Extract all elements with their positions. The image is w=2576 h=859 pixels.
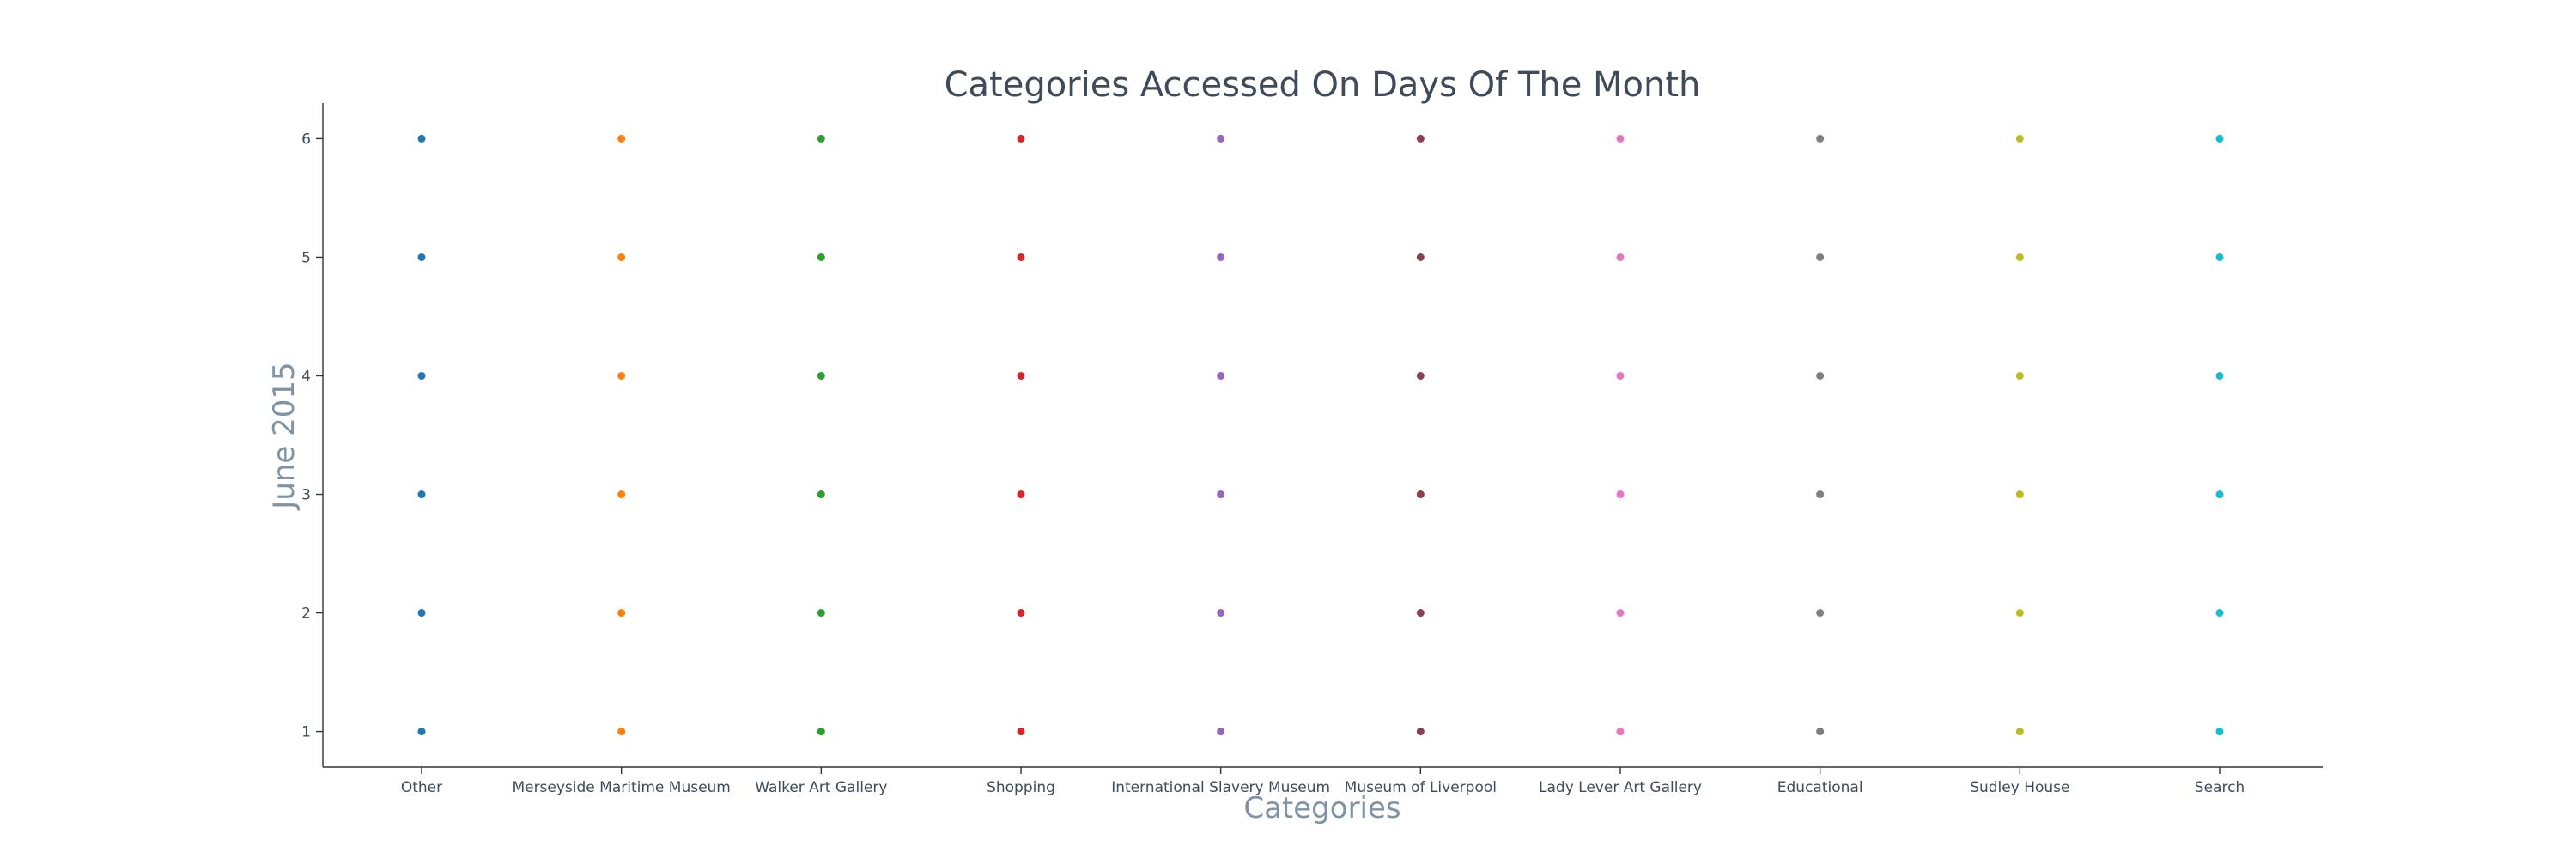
data-point [2015,134,2024,143]
x-tick-label: Merseyside Maritime Museum [512,779,730,796]
y-tick-label: 3 [301,487,311,504]
x-axis-label: Categories [1243,791,1400,825]
data-point [617,371,626,380]
data-point [2215,371,2224,380]
data-point [817,609,825,618]
x-tick-label: International Slavery Museum [1111,779,1330,796]
data-point [617,609,626,618]
data-point [817,253,825,261]
data-point [1616,371,1625,380]
y-tick-label: 1 [301,724,311,741]
data-point [817,134,825,143]
data-point [1416,253,1425,261]
data-point [1217,371,1225,380]
data-point [1416,371,1425,380]
data-point [617,134,626,143]
data-point [1616,253,1625,261]
x-tick-label: Shopping [987,779,1055,796]
y-axis-label: June 2015 [267,362,301,510]
data-point [1616,134,1625,143]
data-point [1816,490,1825,499]
data-point [2215,134,2224,143]
data-point [1217,490,1225,499]
data-point [2015,609,2024,618]
data-point [2215,253,2224,261]
data-point [617,253,626,261]
data-point [817,371,825,380]
data-point [1816,728,1825,736]
x-tick-label: Sudley House [1970,779,2069,796]
data-point [417,490,426,499]
data-point [1017,609,1025,618]
data-point [1416,728,1425,736]
data-point [817,490,825,499]
data-point [1217,609,1225,618]
x-tick-label: Search [2195,779,2245,796]
data-point [1017,490,1025,499]
data-point [1416,490,1425,499]
data-point [417,253,426,261]
data-point [1217,253,1225,261]
x-ticks: Other Merseyside Maritime Museum Walker Ar… [401,767,2245,796]
data-point [417,371,426,380]
y-tick-label: 2 [301,606,311,623]
data-point [617,490,626,499]
x-tick-label: Walker Art Gallery [755,779,887,796]
data-point [1816,371,1825,380]
data-point [1616,728,1625,736]
data-point [2015,371,2024,380]
data-point [1816,134,1825,143]
data-point [417,609,426,618]
data-point [2215,490,2224,499]
data-point [1416,134,1425,143]
data-point [817,728,825,736]
data-point [617,728,626,736]
data-points [417,134,2224,736]
data-point [2215,728,2224,736]
data-point [1416,609,1425,618]
data-point [2015,728,2024,736]
data-point [2015,490,2024,499]
data-point [2215,609,2224,618]
data-point [1017,253,1025,261]
y-tick-label: 4 [301,368,311,385]
data-point [1616,490,1625,499]
data-point [1616,609,1625,618]
data-point [1217,134,1225,143]
chart-title: Categories Accessed On Days Of The Month [945,65,1701,105]
x-tick-label: Lady Lever Art Gallery [1539,779,1702,796]
data-point [2015,253,2024,261]
x-tick-label: Other [401,779,442,796]
y-ticks: 1 2 3 4 5 6 [301,131,323,741]
data-point [1816,253,1825,261]
x-tick-label: Educational [1777,779,1863,796]
data-point [1017,371,1025,380]
data-point [1017,728,1025,736]
y-tick-label: 6 [301,131,311,148]
data-point [417,134,426,143]
x-tick-label: Museum of Liverpool [1345,779,1497,796]
data-point [1217,728,1225,736]
data-point [1816,609,1825,618]
y-tick-label: 5 [301,249,311,266]
data-point [1017,134,1025,143]
data-point [417,728,426,736]
